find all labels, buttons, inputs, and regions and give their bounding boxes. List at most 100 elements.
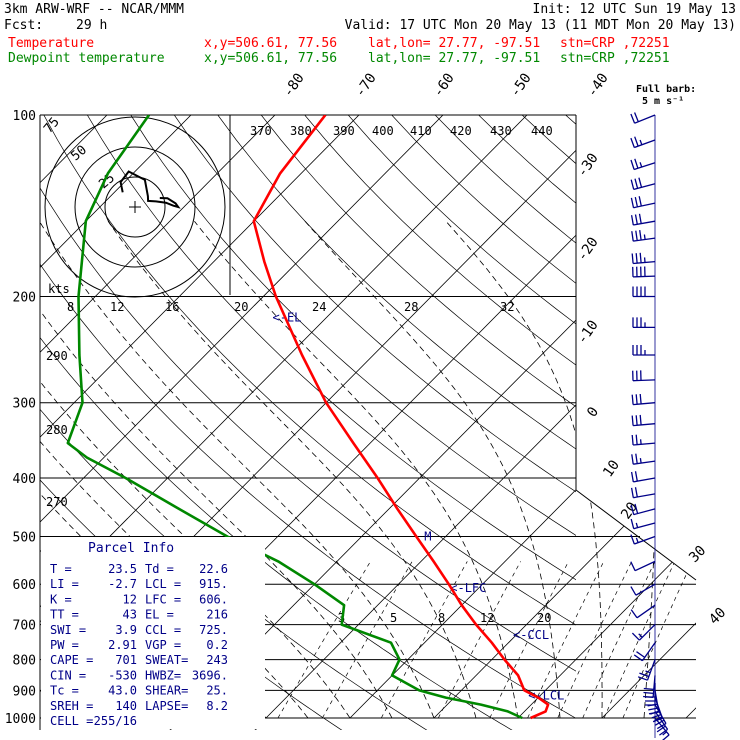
moist-adiabat-line <box>40 220 435 719</box>
parcel-info-label: TT = <box>50 608 79 622</box>
wind-barb <box>632 286 655 298</box>
parcel-info-label: CAPE = <box>50 653 93 667</box>
barb-legend-units: 5 m s⁻¹ <box>642 96 684 107</box>
dry-adiabat-line <box>40 187 576 672</box>
isotherm-label: -50 <box>507 70 535 100</box>
pressure-tick-label: 700 <box>13 619 36 634</box>
parcel-info-value: 243 <box>206 653 228 667</box>
isotherm-label: 40 <box>706 605 729 628</box>
parcel-info-label: T = <box>50 562 72 576</box>
wind-barb <box>630 136 656 149</box>
parcel-info-label: HWBZ= <box>145 668 181 682</box>
wind-barb <box>630 534 656 545</box>
pressure-tick-label: 900 <box>13 684 36 699</box>
theta-label: 370 <box>250 124 272 138</box>
isotherm-label: -20 <box>574 234 602 264</box>
wind-barb <box>630 471 656 483</box>
hodograph-ring <box>44 116 226 298</box>
pressure-tick-label: 200 <box>13 291 36 306</box>
isotherm-line <box>517 115 696 719</box>
parcel-info-label: LAPSE= <box>145 699 188 713</box>
isotherm-line <box>433 115 696 719</box>
dry-adiabat-line <box>130 115 576 536</box>
isotherm-line <box>40 115 360 719</box>
mixing-ratio-label: 12 <box>480 611 494 625</box>
mixing-ratio-line <box>527 561 605 719</box>
temperature-station: stn=CRP ,72251 <box>560 36 670 51</box>
parcel-info-label: Tc = <box>50 684 79 698</box>
mixing-ratio-line <box>603 561 676 719</box>
parcel-info-label: LI = <box>50 577 79 591</box>
dry-adiabat-line <box>260 115 576 408</box>
hodograph-units-label: kts <box>48 282 70 296</box>
wind-barb <box>654 711 669 736</box>
parcel-info-value: 3.9 <box>115 623 137 637</box>
barb-legend-title: Full barb: <box>636 84 696 95</box>
mixing-ratio-label: 20 <box>537 611 551 625</box>
mixing-ratio-label: 32 <box>500 300 514 314</box>
parcel-info-value: 8.2 <box>206 699 228 713</box>
wind-barb <box>630 112 656 124</box>
wind-barb <box>630 583 656 596</box>
wind-barb <box>631 393 656 406</box>
isotherm-line <box>265 115 696 719</box>
mixing-ratio-line <box>582 561 656 719</box>
parcel-info-value: 701 <box>115 653 137 667</box>
mixing-ratio-label: 24 <box>312 300 326 314</box>
forecast-hour: 29 h <box>76 18 108 33</box>
hodograph-trace <box>119 170 181 209</box>
wind-barb <box>630 560 656 572</box>
isotherm-label: 10 <box>600 457 623 480</box>
mixing-ratio-line <box>437 561 521 719</box>
mixing-ratio-label: 16 <box>165 300 179 314</box>
parcel-info-label: SHEAR= <box>145 684 188 698</box>
model-title: 3km ARW-WRF -- NCAR/MMM <box>4 2 185 17</box>
wind-barb <box>637 659 656 681</box>
wind-barb <box>630 487 656 499</box>
dry-adiabat-line <box>40 336 513 730</box>
dewpoint-xy: x,y=506.61, 77.56 <box>204 51 338 66</box>
wind-barb <box>632 317 655 329</box>
temperature-latlon: lat,lon= 27.77, -97.51 <box>368 36 541 51</box>
isotherm-label: -10 <box>574 317 602 347</box>
wind-barb <box>631 624 656 641</box>
mixing-ratio-label: 12 <box>110 300 124 314</box>
el-marker: <-EL <box>273 311 302 325</box>
isotherm-line <box>40 115 192 719</box>
mixing-ratio-label: 8 <box>438 611 445 625</box>
parcel-info-label: CIN = <box>50 668 86 682</box>
moist-adiabat-line <box>304 220 561 719</box>
isotherm-line <box>181 115 696 719</box>
wind-barb <box>643 675 656 699</box>
hodograph-ring-label: 50 <box>68 143 90 165</box>
dry-adiabat-line <box>43 115 576 626</box>
isotherm-label: -80 <box>280 70 308 100</box>
wind-barb <box>630 196 656 209</box>
parcel-info-label: CCL = <box>145 623 181 637</box>
wind-barb <box>631 252 656 265</box>
wind-barb <box>633 642 656 662</box>
dewpoint-station: stn=CRP ,72251 <box>560 51 670 66</box>
parcel-info-label: SREH = <box>50 699 93 713</box>
mixing-ratio-label: 5 <box>390 611 397 625</box>
parcel-info-value: 3696. <box>192 668 228 682</box>
pressure-tick-label: 500 <box>13 530 36 545</box>
moist-adiabat-line <box>107 220 477 719</box>
forecast-label: Fcst: <box>4 18 44 33</box>
parcel-info-value: 43 <box>123 608 137 622</box>
theta-label: 430 <box>490 124 512 138</box>
init-time: Init: 12 UTC Sun 19 May 13 <box>532 2 737 17</box>
wind-barb <box>630 213 656 226</box>
dewpoint-latlon: lat,lon= 27.77, -97.51 <box>368 51 541 66</box>
parcel-info-value: -2.7 <box>108 577 137 591</box>
parcel-info-label: SWEAT= <box>145 653 188 667</box>
pressure-tick-label: 600 <box>13 578 36 593</box>
parcel-info-label: K = <box>50 592 72 606</box>
parcel-info-label: VGP = <box>145 638 181 652</box>
mixing-ratio-label: 28 <box>404 300 418 314</box>
wind-barb <box>630 604 656 619</box>
parcel-info-label: EL = <box>145 608 174 622</box>
isotherm-line <box>40 115 276 719</box>
isotherm-line <box>40 115 528 719</box>
